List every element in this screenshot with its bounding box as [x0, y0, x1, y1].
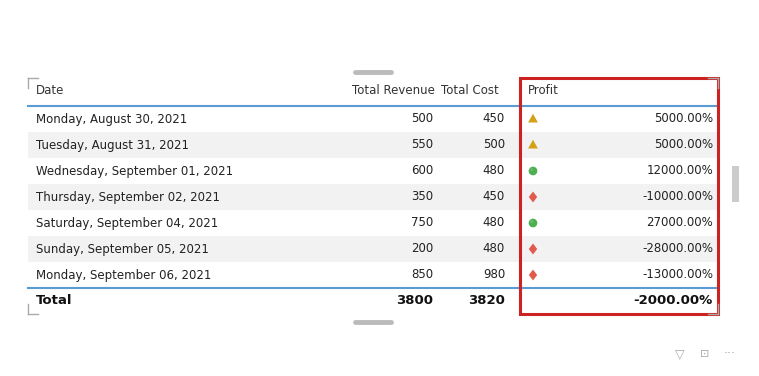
Text: Sunday, September 05, 2021: Sunday, September 05, 2021	[36, 243, 209, 256]
Text: ⊡: ⊡	[701, 349, 710, 359]
Text: Total Revenue: Total Revenue	[351, 85, 434, 97]
Text: 3800: 3800	[396, 294, 433, 308]
Text: Monday, August 30, 2021: Monday, August 30, 2021	[36, 112, 187, 126]
Polygon shape	[529, 244, 537, 255]
Text: Wednesday, September 01, 2021: Wednesday, September 01, 2021	[36, 165, 233, 177]
Text: 850: 850	[411, 268, 433, 282]
Text: Saturday, September 04, 2021: Saturday, September 04, 2021	[36, 217, 219, 229]
Circle shape	[531, 220, 533, 223]
Text: 5000.00%: 5000.00%	[653, 112, 713, 126]
Text: Monday, September 06, 2021: Monday, September 06, 2021	[36, 268, 211, 282]
Circle shape	[529, 167, 537, 175]
Text: 5000.00%: 5000.00%	[653, 138, 713, 152]
Bar	[28, 210, 718, 236]
Text: Total: Total	[36, 294, 73, 308]
Text: Tuesday, August 31, 2021: Tuesday, August 31, 2021	[36, 138, 189, 152]
Text: 350: 350	[411, 191, 433, 203]
Text: 200: 200	[411, 243, 433, 256]
Text: 3820: 3820	[468, 294, 505, 308]
Text: 500: 500	[411, 112, 433, 126]
Text: 480: 480	[483, 217, 505, 229]
Bar	[732, 166, 739, 202]
Bar	[28, 158, 718, 184]
Bar	[28, 236, 718, 262]
Bar	[28, 262, 718, 288]
Text: Profit: Profit	[528, 85, 559, 97]
Text: 600: 600	[411, 165, 433, 177]
Circle shape	[531, 168, 533, 171]
Text: Thursday, September 02, 2021: Thursday, September 02, 2021	[36, 191, 220, 203]
Text: Total Cost: Total Cost	[441, 85, 499, 97]
Text: -28000.00%: -28000.00%	[642, 243, 713, 256]
Text: 480: 480	[483, 165, 505, 177]
Bar	[28, 106, 718, 132]
Text: -10000.00%: -10000.00%	[642, 191, 713, 203]
Text: 750: 750	[411, 217, 433, 229]
Text: -13000.00%: -13000.00%	[642, 268, 713, 282]
Polygon shape	[529, 191, 537, 202]
Text: 480: 480	[483, 243, 505, 256]
Circle shape	[529, 219, 537, 227]
Text: 27000.00%: 27000.00%	[646, 217, 713, 229]
Polygon shape	[528, 114, 538, 123]
Text: 12000.00%: 12000.00%	[646, 165, 713, 177]
Bar	[28, 132, 718, 158]
Text: 450: 450	[483, 112, 505, 126]
Bar	[28, 184, 718, 210]
Text: 550: 550	[411, 138, 433, 152]
Bar	[28, 78, 718, 106]
Polygon shape	[529, 270, 537, 280]
Text: Date: Date	[36, 85, 65, 97]
Text: 500: 500	[483, 138, 505, 152]
Text: ···: ···	[724, 347, 736, 361]
Text: ▽: ▽	[676, 347, 685, 361]
Text: 980: 980	[483, 268, 505, 282]
Text: 450: 450	[483, 191, 505, 203]
Text: -2000.00%: -2000.00%	[634, 294, 713, 308]
Bar	[28, 288, 718, 314]
Polygon shape	[528, 140, 538, 149]
